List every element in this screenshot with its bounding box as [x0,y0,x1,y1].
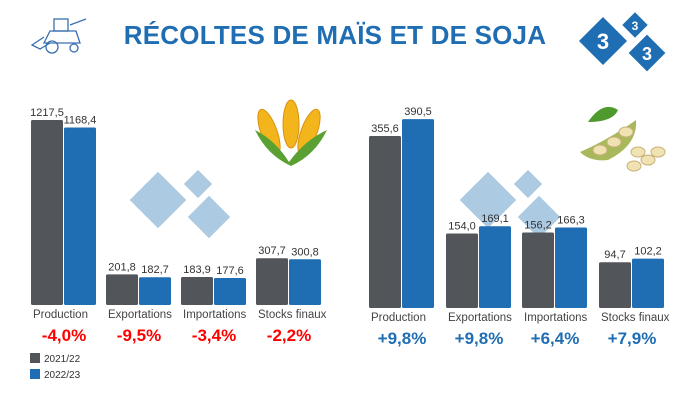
watermark-diamond [517,195,561,239]
bar-value-label: 156,2 [524,219,552,231]
change-percent: +6,4% [531,329,580,348]
category-label: Importations [524,312,588,324]
category-label: Importations [183,309,247,321]
bar-value-label: 355,6 [371,123,399,135]
logo-333: 333 [578,12,666,72]
legend-label: 2022/23 [44,370,81,381]
bar-value-label: 390,5 [404,106,432,118]
bar-value-label: 102,2 [634,246,662,258]
bar-value-label: 169,1 [481,213,509,225]
category-label: Stocks finaux [601,312,670,324]
bar-value-label: 183,9 [183,264,211,276]
bar-2021-22 [369,136,401,308]
soy-bean [640,154,656,166]
bar-value-label: 166,3 [557,215,585,227]
bar-2021-22 [446,233,478,308]
soy-leaf [588,106,618,122]
bar-value-label: 1217,5 [30,107,64,119]
bar-2022-23 [402,119,434,308]
category-label: Stocks finaux [258,309,327,321]
corn-cob [282,99,300,149]
bar-2022-23 [632,258,664,308]
category-label: Exportations [108,309,172,321]
bar-value-label: 177,6 [216,265,244,277]
change-percent: -9,5% [117,326,161,345]
soy-bean [626,160,642,172]
category-label: Exportations [448,312,512,324]
soy-bean [618,126,634,138]
svg-text:3: 3 [632,19,639,33]
corn-icon [255,99,327,166]
change-percent: -2,2% [267,326,311,345]
svg-text:3: 3 [597,29,609,54]
bar-value-label: 307,7 [258,245,286,257]
bar-value-label: 154,0 [448,221,476,233]
chart-soja: 355,6 390,5 Production +9,8% 154,0 169,1 Expor… [369,106,670,348]
harvester-icon [30,18,87,54]
bar-value-label: 1168,4 [64,114,97,126]
bar-value-label: 201,8 [108,261,136,273]
soy-bean [630,146,646,158]
change-percent: +7,9% [608,329,657,348]
bar-2021-22 [31,120,63,305]
category-label: Production [371,312,426,324]
change-percent: +9,8% [455,329,504,348]
soy-bean [650,146,666,158]
watermark-logo-left [129,169,231,239]
bar-value-label: 182,7 [141,264,169,276]
category-label: Production [33,309,88,321]
soybean-icon [580,106,666,172]
bar-2021-22 [181,277,213,305]
bar-2022-23 [214,278,246,305]
bar-2022-23 [555,227,587,308]
bar-value-label: 94,7 [604,249,625,261]
watermark-diamond [513,169,543,199]
bar-2021-22 [599,262,631,308]
watermark-diamond [183,169,213,199]
bar-value-label: 300,8 [291,246,319,258]
bar-2021-22 [106,274,138,305]
bar-2022-23 [479,226,511,308]
bar-2021-22 [256,258,288,305]
bar-2022-23 [64,127,96,305]
change-percent: -3,4% [192,326,236,345]
bar-2022-23 [139,277,171,305]
legend-item: 2021/22 [30,353,81,365]
corn-leaves [255,130,327,166]
soy-bean [606,136,622,148]
bar-2022-23 [289,259,321,305]
soy-bean [592,144,608,156]
legend-swatch [30,369,40,379]
legend-label: 2021/22 [44,354,81,365]
watermark-diamond [187,195,231,239]
legend-item: 2022/23 [30,369,81,381]
svg-text:3: 3 [642,44,652,64]
page-title: RÉCOLTES DE MAÏS ET DE SOJA [123,20,547,50]
watermark-diamond [129,171,187,229]
change-percent: -4,0% [42,326,86,345]
legend-swatch [30,353,40,363]
bar-2021-22 [522,232,554,308]
change-percent: +9,8% [378,329,427,348]
